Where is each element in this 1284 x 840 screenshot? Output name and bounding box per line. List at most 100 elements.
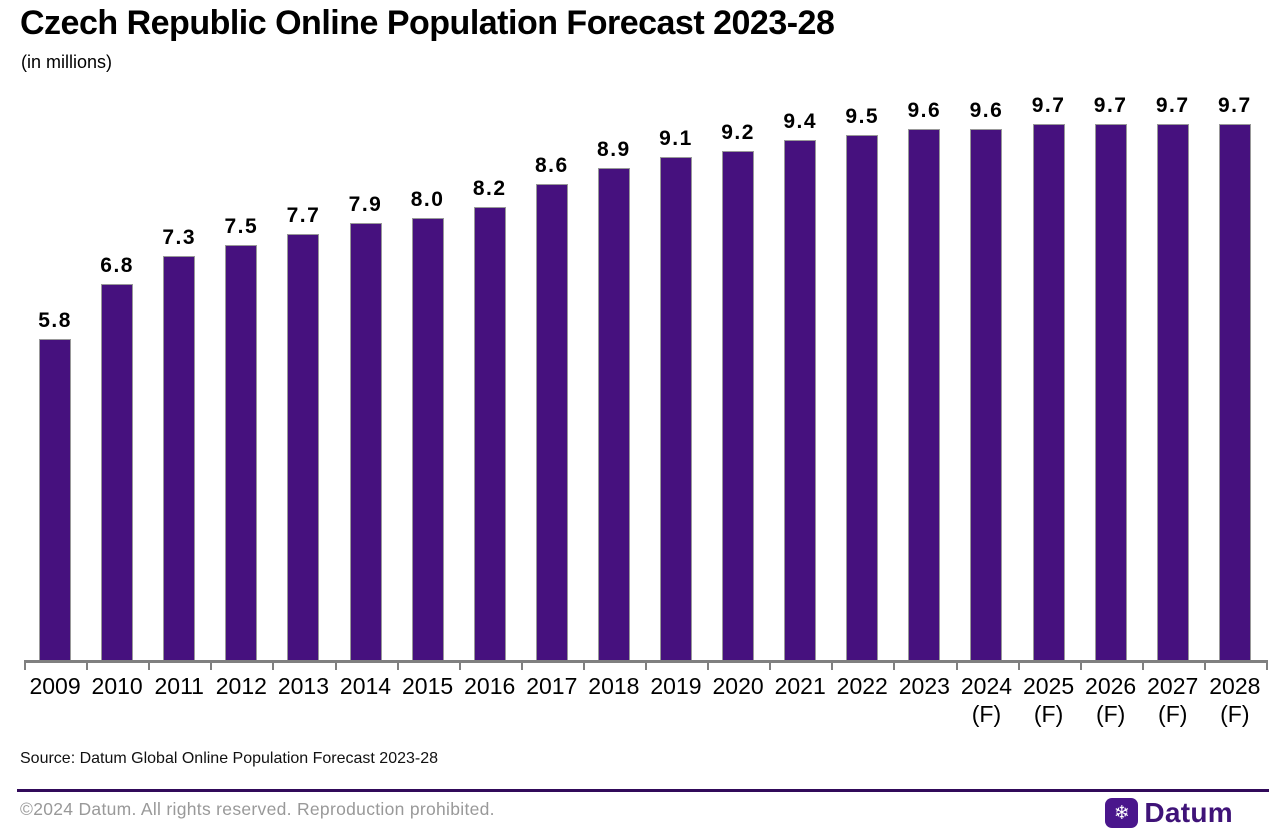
chart-units-subtitle: (in millions)	[21, 52, 113, 72]
bar-column-2018: 8.9	[583, 88, 645, 660]
bar-chart-plot-area: 5.8 6.8 7.3 7.5 7.7 7.9 8.0 8.2 8.6 8.9 9.1 9.2 9.4 9…	[24, 88, 1266, 660]
value-label: 5.8	[38, 309, 72, 333]
bar-column-2014: 7.9	[334, 88, 396, 660]
bar-2022	[846, 134, 879, 660]
bar-column-2012: 7.5	[210, 88, 272, 660]
bar-2009	[39, 339, 72, 660]
x-axis-label-2017: 2017	[526, 673, 578, 699]
x-axis-tick	[893, 660, 896, 670]
x-axis-label-2013: 2013	[277, 673, 329, 699]
value-label: 9.7	[1155, 93, 1190, 117]
bar-column-2024: 9.6	[955, 88, 1017, 660]
value-label: 9.1	[659, 126, 693, 150]
value-label: 9.4	[783, 110, 818, 134]
bar-2017	[535, 184, 568, 660]
value-label: 9.5	[845, 104, 880, 128]
value-label: 9.6	[969, 99, 1004, 123]
bar-2020	[722, 151, 755, 660]
x-axis-label-2027: 2027 (F)	[1147, 673, 1199, 727]
x-axis-label-2025: 2025 (F)	[1022, 673, 1075, 727]
x-axis-label-2022: 2022	[836, 673, 888, 699]
bar-2027	[1156, 123, 1189, 660]
bar-2013	[287, 234, 320, 660]
value-label: 9.7	[1093, 93, 1128, 117]
bar-2018	[597, 167, 630, 660]
x-axis-label-2023: 2023	[898, 673, 950, 699]
value-label: 9.7	[1217, 93, 1252, 117]
x-axis-label-2019: 2019	[650, 673, 702, 699]
bar-column-2011: 7.3	[148, 88, 210, 660]
x-axis-tick	[1017, 660, 1020, 670]
x-axis-tick	[1141, 660, 1144, 670]
value-label: 6.8	[100, 254, 134, 277]
x-axis-tick	[707, 660, 710, 670]
bar-2012	[225, 245, 258, 660]
bar-column-2028: 9.7	[1204, 88, 1266, 660]
x-axis-tick	[1079, 660, 1082, 670]
x-axis-label-2026: 2026 (F)	[1085, 673, 1137, 727]
value-label: 9.2	[721, 121, 755, 145]
bar-2024	[970, 129, 1003, 660]
bar-column-2021: 9.4	[769, 88, 831, 660]
value-label: 8.9	[597, 137, 631, 161]
bar-column-2017: 8.6	[521, 88, 583, 660]
x-axis-label-2015: 2015	[402, 673, 454, 699]
bar-column-2023: 9.6	[893, 88, 955, 660]
x-axis-tick	[955, 660, 958, 670]
x-axis-tick	[769, 660, 772, 670]
x-axis-tick	[1203, 660, 1206, 670]
bar-2014	[349, 223, 382, 660]
bar-column-2013: 7.7	[272, 88, 334, 660]
value-label: 8.0	[410, 187, 445, 211]
bar-2028	[1218, 123, 1251, 660]
bar-2015	[411, 217, 444, 660]
bar-2011	[163, 256, 196, 660]
x-axis-label-2009: 2009	[29, 673, 81, 699]
snowflake-icon: ❄	[1105, 798, 1139, 828]
bar-column-2027: 9.7	[1142, 88, 1204, 660]
value-label: 7.3	[162, 226, 197, 250]
page-title: Czech Republic Online Population Forecas…	[20, 4, 835, 42]
bar-2016	[473, 206, 506, 660]
x-axis-tick	[334, 660, 337, 670]
x-axis-label-2011: 2011	[154, 673, 204, 699]
bar-2021	[784, 140, 817, 660]
x-axis-labels-row: 2009 2010 2011 2012 2013 2014 2015 2016 2017 2018…	[24, 672, 1266, 728]
value-label: 7.9	[348, 193, 383, 217]
x-axis-label-2028: 2028 (F)	[1209, 673, 1261, 727]
bar-2010	[101, 284, 134, 660]
x-axis-tick	[86, 660, 89, 670]
bar-column-2020: 9.2	[707, 88, 769, 660]
x-axis-label-2010: 2010	[91, 673, 143, 699]
bar-column-2015: 8.0	[397, 88, 459, 660]
x-axis-label-2021: 2021	[774, 673, 826, 699]
bar-2019	[659, 156, 692, 660]
x-axis-tick	[210, 660, 213, 670]
x-axis-label-2024: 2024 (F)	[960, 673, 1013, 727]
bar-2025	[1032, 123, 1065, 660]
value-label: 7.7	[286, 204, 321, 228]
x-axis-tick	[272, 660, 275, 670]
bar-column-2019: 9.1	[645, 88, 707, 660]
bar-column-2026: 9.7	[1080, 88, 1142, 660]
brand-logo: ❄ Datum	[1105, 797, 1233, 829]
x-axis-label-2012: 2012	[215, 673, 267, 699]
x-axis-tick	[645, 660, 647, 670]
bar-column-2009: 5.8	[24, 88, 86, 660]
bar-2023	[908, 129, 941, 660]
bar-column-2016: 8.2	[459, 88, 521, 660]
value-label: 9.6	[907, 99, 942, 123]
bar-column-2022: 9.5	[831, 88, 893, 660]
value-label: 8.2	[472, 176, 507, 200]
value-label: 9.7	[1031, 93, 1066, 117]
source-note: Source: Datum Global Online Population F…	[20, 750, 439, 767]
value-label: 8.6	[534, 154, 569, 178]
x-axis-label-2018: 2018	[588, 673, 640, 699]
x-axis-tick	[24, 660, 26, 670]
bar-column-2010: 6.8	[86, 88, 148, 660]
copyright-text: ©2024 Datum. All rights reserved. Reprod…	[20, 799, 495, 819]
x-axis-tick	[458, 660, 461, 670]
x-axis-label-2016: 2016	[464, 673, 516, 699]
x-axis-tick	[582, 660, 585, 670]
x-axis-tick	[148, 660, 151, 670]
